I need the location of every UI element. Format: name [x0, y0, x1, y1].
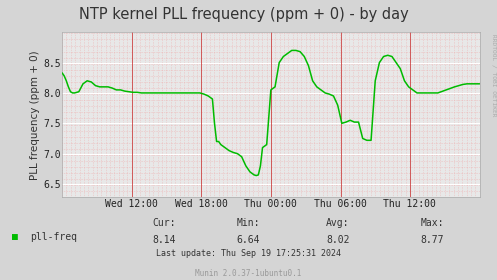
- Y-axis label: PLL frequency (ppm + 0): PLL frequency (ppm + 0): [30, 50, 40, 179]
- Text: NTP kernel PLL frequency (ppm + 0) - by day: NTP kernel PLL frequency (ppm + 0) - by …: [79, 7, 409, 22]
- Text: 8.14: 8.14: [152, 235, 176, 245]
- Text: RRDTOOL / TOBI OETIKER: RRDTOOL / TOBI OETIKER: [491, 34, 496, 117]
- Text: Cur:: Cur:: [152, 218, 176, 228]
- Text: 8.02: 8.02: [326, 235, 350, 245]
- Text: Last update: Thu Sep 19 17:25:31 2024: Last update: Thu Sep 19 17:25:31 2024: [156, 249, 341, 258]
- Text: Min:: Min:: [237, 218, 260, 228]
- Text: Max:: Max:: [420, 218, 444, 228]
- Text: Munin 2.0.37-1ubuntu0.1: Munin 2.0.37-1ubuntu0.1: [195, 269, 302, 278]
- Text: pll-freq: pll-freq: [30, 232, 77, 242]
- Text: ■: ■: [12, 232, 18, 242]
- Text: 6.64: 6.64: [237, 235, 260, 245]
- Text: Avg:: Avg:: [326, 218, 350, 228]
- Text: 8.77: 8.77: [420, 235, 444, 245]
